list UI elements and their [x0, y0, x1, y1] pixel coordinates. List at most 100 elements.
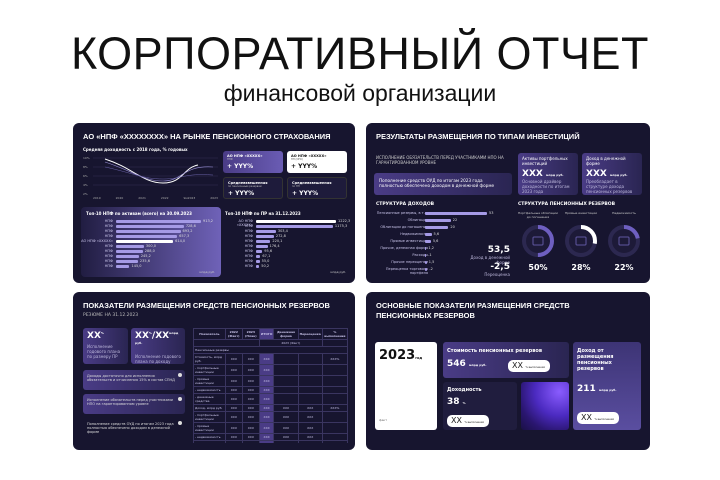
badge-value: XX [512, 361, 523, 370]
bar [256, 225, 333, 228]
total-label: Доход в денежной форме [470, 255, 510, 265]
table-cell: XXX [297, 422, 323, 434]
obligation-text: ИСПОЛНЕНИЕ ОБЯЗАТЕЛЬСТВ ПЕРЕД УЧАСТНИКАМ… [376, 155, 504, 165]
fact-label: факт [379, 418, 387, 422]
check-icon [178, 373, 182, 377]
table-cell: XXX [258, 393, 275, 405]
bar [116, 240, 174, 243]
table-cell: Стоимость, млрд руб. [193, 353, 226, 365]
card-title: Средневзвешенная [292, 181, 332, 185]
x-tick-label: 9м2023 [183, 196, 196, 200]
column-header: Переоценка [297, 328, 323, 340]
chart-icon [575, 236, 587, 246]
section-row: Пенсионные резервы [193, 346, 348, 354]
table-cell: XXX [241, 404, 260, 412]
bar-value: 288,0 [144, 249, 155, 253]
table-row: - денежные средства XXX XXX XXX [193, 393, 348, 405]
ring-label: Портфельные облигации до погашения [518, 211, 558, 219]
note-card: Пополнение средств ОУД по итогам 2023 го… [374, 173, 512, 195]
bar-value: 913,2 [203, 219, 214, 223]
badge-label: % выполнения [594, 418, 614, 421]
bar-value: 50,2 [261, 264, 270, 268]
bar-label: Прочие переоценки [391, 260, 428, 264]
completion-badge: XX % выполнения [508, 360, 550, 372]
yield-card: Средневзвешенная по ПН + YYY% [287, 177, 347, 199]
column-header: 2023 (План) [241, 328, 260, 340]
unit-label: млрд руб. [330, 270, 346, 274]
bar-label: НПФ [104, 254, 113, 258]
card-title: Активы портфельных инвестиций [522, 156, 568, 166]
bar-value: -2 [429, 267, 433, 271]
bar-label: Переоценка торгового портфеля [385, 267, 428, 275]
table-cell: XXX [258, 364, 275, 376]
bar [116, 260, 138, 263]
year-value: 2023 [379, 348, 416, 363]
slide-title: ОСНОВНЫЕ ПОКАЗАТЕЛИ РАЗМЕЩЕНИЯ СРЕДСТВ П… [376, 301, 570, 320]
bar-label: НПФ [244, 244, 253, 248]
top10-assets-panel: Топ-10 НПФ по активам (всего) на 30.09.2… [81, 207, 221, 277]
table-cell [321, 375, 348, 387]
total-value: -2,5 [490, 262, 510, 272]
check-icon [178, 421, 182, 425]
kpi-text: Исполнение годового плана по размеру ПР [87, 344, 121, 359]
bar [116, 220, 201, 223]
table-cell [297, 393, 323, 405]
table-cell: - денежные средства [193, 393, 226, 405]
table-cell [321, 422, 348, 434]
bar [425, 247, 427, 250]
bar-value: 22 [452, 218, 458, 222]
slide-market-position: АО «НПФ «XXXXXXXX» НА РЫНКЕ ПЕНСИОННОГО … [73, 123, 355, 283]
ring-percent: 50% [528, 263, 548, 272]
bar-value: 1,5 [428, 260, 435, 264]
card-title: Средневзвешенная [228, 181, 268, 185]
bar-value: 1222,3 [338, 219, 351, 223]
yield-card: Средневзвешенная по пенсионным резервам + … [223, 177, 283, 199]
card-sub: Преобладает в структуре дохода пенсионны… [586, 179, 633, 194]
table-cell: XXX [224, 353, 243, 365]
bar-label: АО НПФ «XXXXX» [236, 219, 253, 227]
bar-label: Облигации до погашения [380, 225, 428, 229]
table-cell: XXX [224, 375, 243, 387]
table-cell [273, 375, 299, 387]
cost-card: Стоимость пенсионных резервов 546 млрд р… [443, 342, 569, 378]
y-tick-label: 4% [83, 183, 88, 187]
reserves-table: Показатель 2022 (Факт) 2023 (План) ИТОГО Ден… [193, 328, 348, 443]
table-cell: XXX [224, 422, 243, 434]
card-title: Стоимость пенсионных резервов [447, 348, 542, 354]
bar [425, 219, 451, 222]
table-cell [297, 364, 323, 376]
badge-value: XX [451, 416, 462, 425]
yield-card: АО НПФ «XXXXX» НПФ + YYY% [223, 151, 283, 173]
table-row: - недвижимость XXX XXX XXX XXX XXX [193, 433, 348, 441]
kpi-text: Исполнение годового плана по доходу [135, 354, 181, 364]
chart-title: Средняя доходность с 2018 года, % годовы… [83, 147, 188, 152]
bar [256, 255, 261, 258]
bar-value: 95,6 [264, 249, 273, 253]
line-series [104, 166, 214, 180]
card-sub: НПФ [227, 158, 233, 161]
bar [425, 233, 432, 236]
table-cell: Доход, млрд руб. [193, 404, 226, 412]
note-text: Пополнение средств ОУД по итогам 2023 го… [87, 422, 174, 434]
bar [256, 265, 260, 268]
y-tick-label: 6% [83, 174, 88, 178]
bar-label: НПФ [104, 224, 113, 228]
table-cell: XXX [297, 440, 323, 443]
total-label: Переоценка [484, 272, 510, 277]
table-cell: - портфельные инвестиции [193, 364, 226, 376]
table-cell [297, 375, 323, 387]
table-row: Стоимость, млрд руб. XXX XXX XXX XXX% [193, 353, 348, 365]
bar [425, 261, 427, 264]
slide-investment-results: РЕЗУЛЬТАТЫ РАЗМЕЩЕНИЯ ПО ТИПАМ ИНВЕСТИЦИ… [366, 123, 650, 283]
bar-value: 657,3 [179, 234, 190, 238]
x-tick-label: 2023 [210, 196, 218, 200]
bar-value: 5,6 [432, 239, 439, 243]
column-header: Денежная форма [273, 328, 299, 340]
bar-label: Расходы [412, 253, 428, 257]
ring-percent: 28% [571, 263, 591, 272]
ring-chart [565, 225, 597, 257]
table-cell: XXX [273, 440, 299, 443]
table-cell: XXX [224, 433, 243, 441]
completion-badge: XX % выполнения [577, 412, 619, 424]
note-card: Доходы достаточно для исполнения обязате… [83, 370, 185, 390]
